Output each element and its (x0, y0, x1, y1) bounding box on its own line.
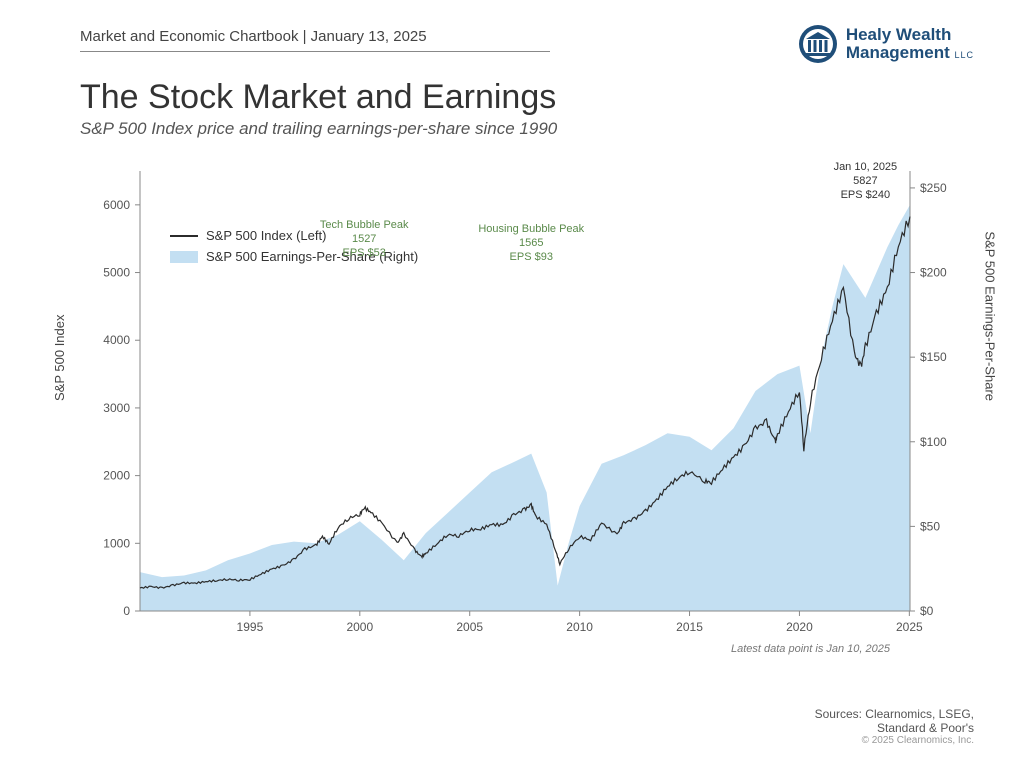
svg-text:2005: 2005 (456, 620, 483, 634)
annotation-latest: Jan 10, 20255827EPS $240 (805, 161, 925, 202)
annotation-housing: Housing Bubble Peak1565EPS $93 (471, 223, 591, 264)
svg-text:$0: $0 (920, 604, 934, 618)
svg-text:$100: $100 (920, 435, 947, 449)
svg-text:$150: $150 (920, 350, 947, 364)
sources-line2: Standard & Poor's (815, 721, 974, 735)
svg-text:$50: $50 (920, 519, 940, 533)
legend-area-swatch (170, 251, 198, 263)
sources-block: Sources: Clearnomics, LSEG, Standard & P… (815, 707, 974, 746)
svg-text:0: 0 (123, 604, 130, 618)
svg-text:6000: 6000 (103, 198, 130, 212)
sources-line1: Sources: Clearnomics, LSEG, (815, 707, 974, 721)
svg-text:2025: 2025 (896, 620, 923, 634)
left-axis-label: S&P 500 Index (52, 315, 67, 402)
logo-text-top: Healy Wealth (846, 26, 974, 44)
svg-text:2000: 2000 (346, 620, 373, 634)
svg-text:5000: 5000 (103, 266, 130, 280)
page-subtitle: S&P 500 Index price and trailing earning… (80, 119, 974, 139)
annotation-tech: Tech Bubble Peak1527EPS $53 (304, 219, 424, 260)
copyright: © 2025 Clearnomics, Inc. (815, 735, 974, 746)
svg-text:$200: $200 (920, 266, 947, 280)
chart-container: S&P 500 Index S&P 500 Earnings-Per-Share… (80, 151, 970, 651)
svg-text:3000: 3000 (103, 401, 130, 415)
brand-logo: Healy Wealth Management LLC (798, 24, 974, 64)
svg-text:1995: 1995 (237, 620, 264, 634)
pillar-icon (798, 24, 838, 64)
logo-suffix: LLC (954, 50, 974, 60)
chart-footnote: Latest data point is Jan 10, 2025 (731, 643, 890, 655)
page-title: The Stock Market and Earnings (80, 78, 974, 117)
logo-text-bottom: Management (846, 43, 950, 62)
svg-text:2015: 2015 (676, 620, 703, 634)
svg-text:4000: 4000 (103, 333, 130, 347)
svg-text:2020: 2020 (786, 620, 813, 634)
svg-text:1000: 1000 (103, 536, 130, 550)
legend-line-swatch (170, 235, 198, 237)
right-axis-label: S&P 500 Earnings-Per-Share (983, 231, 998, 401)
chartbook-header: Market and Economic Chartbook | January … (80, 28, 550, 52)
svg-text:2010: 2010 (566, 620, 593, 634)
svg-text:2000: 2000 (103, 469, 130, 483)
